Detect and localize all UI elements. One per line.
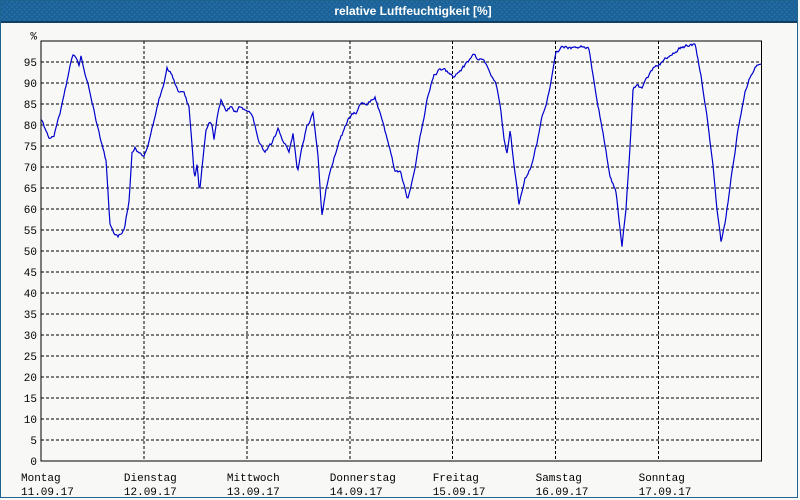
svg-text:65: 65 — [24, 184, 37, 196]
svg-text:15.09.17: 15.09.17 — [433, 487, 486, 498]
svg-text:30: 30 — [24, 331, 37, 343]
svg-text:13.09.17: 13.09.17 — [227, 487, 280, 498]
svg-text:Samstag: Samstag — [536, 473, 582, 485]
svg-text:20: 20 — [24, 373, 37, 385]
svg-text:70: 70 — [24, 163, 37, 175]
svg-text:10: 10 — [24, 415, 37, 427]
svg-text:40: 40 — [24, 289, 37, 301]
svg-text:12.09.17: 12.09.17 — [124, 487, 177, 498]
svg-text:17.09.17: 17.09.17 — [639, 487, 692, 498]
svg-text:Sonntag: Sonntag — [639, 473, 685, 485]
svg-text:60: 60 — [24, 205, 37, 217]
svg-text:45: 45 — [24, 268, 37, 280]
svg-text:Donnerstag: Donnerstag — [330, 473, 396, 485]
svg-text:11.09.17: 11.09.17 — [21, 487, 74, 498]
svg-text:15: 15 — [24, 394, 37, 406]
svg-text:Montag: Montag — [21, 473, 61, 485]
svg-text:80: 80 — [24, 121, 37, 133]
svg-text:Freitag: Freitag — [433, 473, 479, 485]
svg-text:0: 0 — [30, 457, 37, 469]
svg-text:%: % — [30, 32, 37, 44]
svg-text:35: 35 — [24, 310, 37, 322]
svg-text:16.09.17: 16.09.17 — [536, 487, 589, 498]
svg-text:5: 5 — [30, 436, 37, 448]
svg-text:14.09.17: 14.09.17 — [330, 487, 383, 498]
svg-text:90: 90 — [24, 79, 37, 91]
svg-text:95: 95 — [24, 58, 37, 70]
svg-text:Dienstag: Dienstag — [124, 473, 177, 485]
svg-text:Mittwoch: Mittwoch — [227, 473, 280, 485]
svg-text:50: 50 — [24, 247, 37, 259]
svg-text:75: 75 — [24, 142, 37, 154]
svg-text:55: 55 — [24, 226, 37, 238]
svg-text:25: 25 — [24, 352, 37, 364]
svg-text:85: 85 — [24, 100, 37, 112]
